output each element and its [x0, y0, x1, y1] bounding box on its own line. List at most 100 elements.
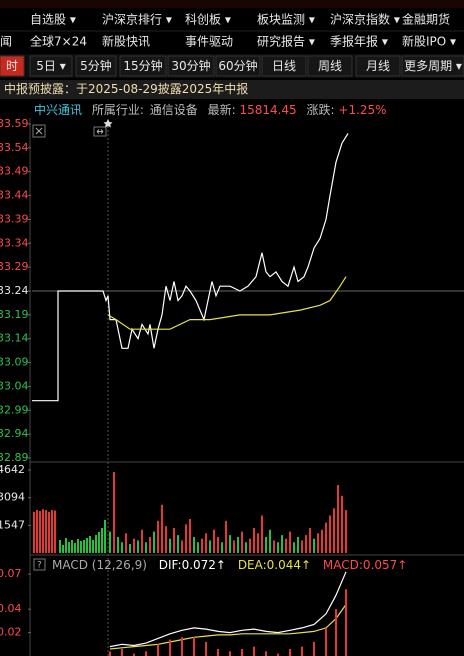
help-button[interactable] [33, 558, 46, 571]
quote-row: 中兴通讯 所属行业: 通信设备 最新: 15814.45 涨跌: +1.25% [34, 102, 387, 117]
bar [65, 537, 67, 553]
bar [253, 527, 255, 553]
bar [193, 536, 195, 553]
bar [229, 651, 231, 656]
menu-item[interactable]: 科创板 ▾ [185, 13, 231, 27]
bar [333, 508, 335, 553]
y-tick-label: 32.94 [0, 427, 29, 440]
menu-item[interactable]: 季报年报 ▾ [330, 34, 388, 49]
bar [205, 533, 207, 553]
expand-button[interactable] [93, 126, 107, 137]
bar [36, 510, 38, 553]
bar [89, 535, 91, 553]
bar [237, 536, 239, 553]
bar [335, 609, 337, 656]
expand-icon [96, 129, 104, 134]
menu-item[interactable]: 沪深京排行 ▾ [102, 13, 172, 27]
bar [337, 485, 339, 553]
tab-label[interactable]: 30分钟 [171, 58, 210, 73]
bar [157, 520, 159, 553]
y-tick-label: 33.54 [0, 141, 29, 154]
tab[interactable] [215, 55, 261, 77]
menu-item[interactable]: 闻 [0, 35, 12, 49]
bar [301, 646, 303, 656]
bar [225, 520, 227, 553]
bar [181, 540, 183, 553]
tab[interactable] [75, 55, 117, 77]
bar [141, 529, 143, 553]
tab[interactable] [401, 55, 464, 77]
bar [209, 540, 211, 553]
bar [269, 529, 271, 553]
menu-item[interactable]: 沪深京指数 ▾ [330, 12, 400, 27]
menu-item[interactable]: 自选股 ▾ [30, 13, 76, 27]
bar [345, 510, 347, 553]
tab[interactable] [119, 55, 167, 77]
tab-label[interactable]: 5分钟 [80, 58, 112, 73]
bar [273, 540, 275, 553]
stock-name[interactable]: 中兴通讯 [34, 102, 82, 117]
tab-label[interactable]: 时 [6, 59, 18, 73]
bar [329, 515, 331, 553]
notice-text[interactable]: 中报预披露：于2025-08-29披露2025年中报 [4, 81, 248, 96]
tab-label[interactable]: 60分钟 [218, 58, 257, 73]
menu-item[interactable]: 新股快讯 [102, 34, 150, 49]
bar [42, 509, 44, 553]
legend-entry: DEA:0.044↑ [238, 558, 311, 572]
bar [145, 651, 147, 656]
bar [241, 648, 243, 656]
menu-item[interactable]: 全球7×24 [30, 34, 87, 49]
legend-entry: DIF:0.072↑ [159, 558, 226, 572]
bar [197, 542, 199, 553]
bar [74, 543, 76, 553]
y-tick-label: 4642 [0, 463, 25, 476]
change-value: +1.25% [338, 103, 386, 117]
menu-item[interactable]: 研究报告 ▾ [257, 34, 315, 49]
bar [293, 542, 295, 553]
bar [45, 510, 47, 553]
industry[interactable]: 通信设备 [150, 103, 198, 117]
tab[interactable] [29, 55, 73, 77]
bar [121, 648, 123, 656]
bar [325, 522, 327, 553]
series-line [32, 133, 349, 402]
bar [281, 535, 283, 553]
tab-label[interactable]: 月线 [366, 59, 390, 73]
tab-label[interactable]: 更多周期 ▾ [404, 59, 462, 73]
bar [277, 653, 279, 656]
bar [313, 641, 315, 656]
bar [245, 542, 247, 553]
tab[interactable] [0, 55, 25, 77]
series-line [109, 571, 347, 648]
bar [309, 527, 311, 553]
tab[interactable] [355, 55, 401, 77]
bar [317, 533, 319, 553]
tab-label[interactable]: 5日 ▾ [36, 59, 65, 73]
menu-item[interactable]: 金融期货 [402, 12, 450, 27]
legend-entry: MACD:0.057↑ [323, 558, 407, 572]
tab-label[interactable]: 15分钟 [123, 58, 162, 73]
y-tick-label: 0.07 [0, 567, 22, 580]
tab-label[interactable]: 日线 [272, 59, 296, 73]
change-label: 涨跌: [307, 102, 335, 117]
close-button[interactable] [32, 124, 46, 138]
tab[interactable] [307, 55, 353, 77]
bar [48, 511, 50, 553]
bar [125, 533, 127, 553]
bar [261, 515, 263, 553]
bar [345, 589, 347, 656]
bar [117, 536, 119, 553]
latest-value: 15814.45 [239, 103, 296, 117]
tab[interactable] [167, 55, 215, 77]
notice-bar [0, 80, 464, 99]
bar [177, 535, 179, 553]
bar [113, 472, 115, 553]
bar [129, 544, 131, 553]
menu-item[interactable]: 事件驱动 [185, 35, 233, 49]
tab[interactable] [261, 55, 307, 77]
bar [133, 538, 135, 553]
tab-label[interactable]: 周线 [318, 59, 342, 73]
menu-item[interactable]: 板块监测 ▾ [257, 13, 315, 27]
menu-item[interactable]: 新股IPO ▾ [402, 34, 456, 49]
bar [289, 648, 291, 656]
